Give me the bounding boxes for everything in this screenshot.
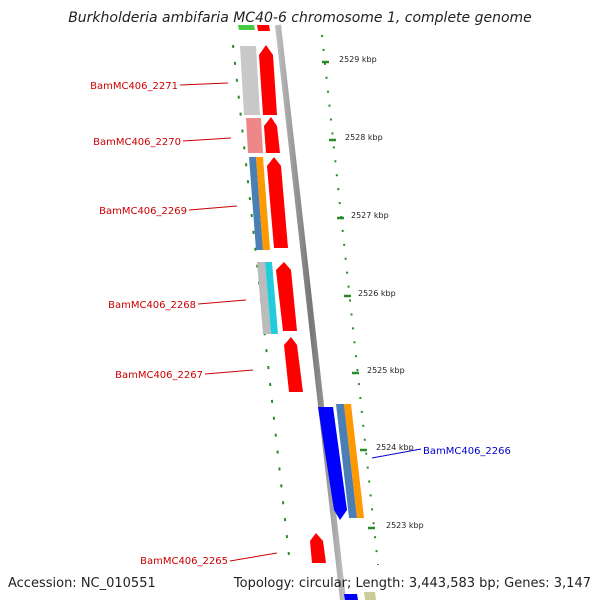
grey-feature-2271 <box>240 46 260 115</box>
gene-label[interactable]: BamMC406_2270 <box>93 137 181 148</box>
gene-label[interactable]: BamMC406_2268 <box>108 300 196 311</box>
red-cds-2270 <box>264 117 280 153</box>
label-leader <box>188 205 238 211</box>
scale-label: 2526 kbp <box>358 289 396 298</box>
genome-backbone <box>275 24 346 600</box>
olive-feature-partial <box>364 592 376 600</box>
scale-label: 2528 kbp <box>345 133 383 142</box>
scale-label: 2529 kbp <box>339 55 377 64</box>
gene-label[interactable]: BamMC406_2267 <box>115 370 203 381</box>
red-cds-2267 <box>284 337 303 392</box>
red-cds-partial <box>257 25 270 31</box>
scale-label: 2527 kbp <box>351 211 389 220</box>
label-leaders <box>179 82 422 562</box>
pink-feature-2270 <box>246 118 263 153</box>
top-partial-features <box>238 25 270 31</box>
scale-label: 2525 kbp <box>367 366 405 375</box>
label-leader <box>182 137 232 142</box>
left-guide <box>232 44 291 566</box>
scale-label: 2523 kbp <box>386 521 424 530</box>
label-leader <box>179 82 229 86</box>
cyan-feature-2268 <box>265 262 278 334</box>
gene-label[interactable]: BamMC406_2265 <box>140 556 228 567</box>
green-feature <box>238 25 255 30</box>
red-cds-2268 <box>276 262 297 331</box>
blue-cds-partial <box>344 594 358 600</box>
steelblue-feature-2266 <box>336 404 357 518</box>
label-leader <box>371 448 422 459</box>
label-leader <box>204 369 254 375</box>
gene-label[interactable]: BamMC406_2266 <box>423 446 511 457</box>
orange-feature-2266 <box>344 404 364 518</box>
scale-ticks <box>322 60 375 530</box>
accession-label: Accession: NC_010551 <box>8 576 156 591</box>
scale-label: 2524 kbp <box>376 443 414 452</box>
blue-feature-2269 <box>249 157 263 250</box>
gene-label[interactable]: BamMC406_2271 <box>90 81 178 92</box>
gene-features <box>240 45 376 600</box>
scale-labels: 2529 kbp 2528 kbp 2527 kbp 2526 kbp 2525… <box>339 55 424 530</box>
red-cds-2269 <box>267 157 288 248</box>
label-leader <box>197 299 247 305</box>
orange-feature-2269 <box>256 157 270 250</box>
right-guide <box>321 34 379 566</box>
red-cds-2265 <box>310 533 326 563</box>
map-title: Burkholderia ambifaria MC40-6 chromosome… <box>68 10 532 26</box>
red-cds-2271 <box>259 45 277 115</box>
guide-lines <box>232 34 379 566</box>
grey-feature-2268 <box>257 262 271 334</box>
summary-label: Topology: circular; Length: 3,443,583 bp… <box>233 576 591 591</box>
gene-labels: BamMC406_2271 BamMC406_2270 BamMC406_226… <box>90 81 511 567</box>
blue-cds-2266 <box>318 407 347 520</box>
label-leader <box>229 552 278 562</box>
gene-label[interactable]: BamMC406_2269 <box>99 206 187 217</box>
